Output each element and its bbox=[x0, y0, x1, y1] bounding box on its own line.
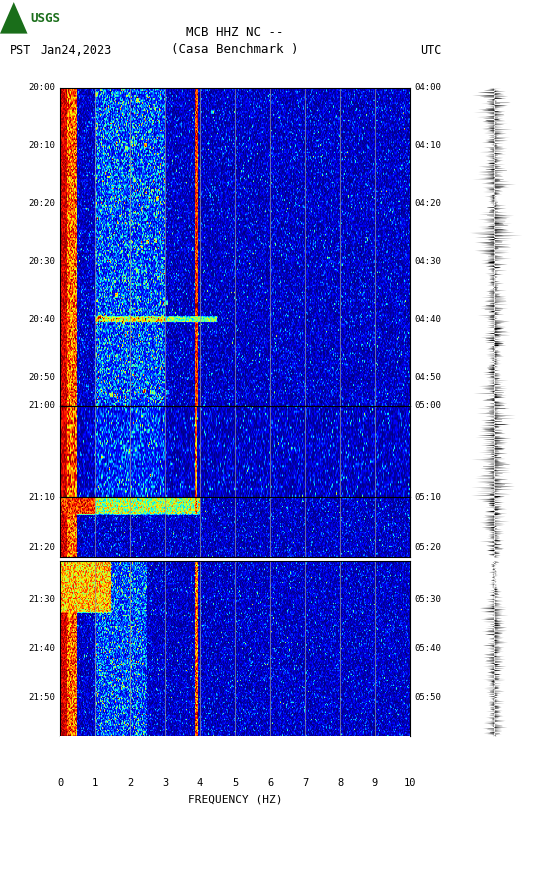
Text: 05:20: 05:20 bbox=[415, 542, 441, 551]
Polygon shape bbox=[0, 2, 28, 34]
Text: 05:10: 05:10 bbox=[415, 492, 441, 501]
Text: 04:10: 04:10 bbox=[415, 141, 441, 151]
Text: 21:30: 21:30 bbox=[29, 595, 56, 605]
Text: 04:00: 04:00 bbox=[415, 84, 441, 93]
Text: 20:30: 20:30 bbox=[29, 257, 56, 266]
Text: 21:20: 21:20 bbox=[29, 542, 56, 551]
Text: 05:40: 05:40 bbox=[415, 644, 441, 653]
Text: (Casa Benchmark ): (Casa Benchmark ) bbox=[171, 44, 299, 56]
Text: 04:20: 04:20 bbox=[415, 199, 441, 208]
Text: 04:30: 04:30 bbox=[415, 257, 441, 266]
Text: 20:20: 20:20 bbox=[29, 199, 56, 208]
Text: 21:40: 21:40 bbox=[29, 644, 56, 653]
Text: 20:50: 20:50 bbox=[29, 373, 56, 382]
Text: 04:50: 04:50 bbox=[415, 373, 441, 382]
Text: 05:00: 05:00 bbox=[415, 401, 441, 410]
Text: PST: PST bbox=[10, 44, 31, 56]
Text: Jan24,2023: Jan24,2023 bbox=[40, 44, 112, 56]
Text: 21:00: 21:00 bbox=[29, 401, 56, 410]
Text: 04:40: 04:40 bbox=[415, 315, 441, 324]
Text: 21:50: 21:50 bbox=[29, 692, 56, 702]
Text: MCB HHZ NC --: MCB HHZ NC -- bbox=[186, 27, 284, 39]
Text: 21:10: 21:10 bbox=[29, 492, 56, 501]
Text: 20:00: 20:00 bbox=[29, 84, 56, 93]
Text: 20:40: 20:40 bbox=[29, 315, 56, 324]
Text: FREQUENCY (HZ): FREQUENCY (HZ) bbox=[188, 795, 282, 805]
Text: 05:30: 05:30 bbox=[415, 595, 441, 605]
Text: 20:10: 20:10 bbox=[29, 141, 56, 151]
Text: UTC: UTC bbox=[420, 44, 442, 56]
Text: 05:50: 05:50 bbox=[415, 692, 441, 702]
Text: USGS: USGS bbox=[30, 12, 60, 25]
